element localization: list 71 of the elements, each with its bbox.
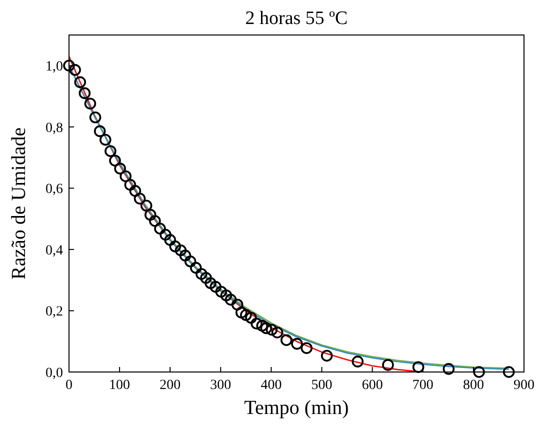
point [104, 145, 116, 158]
point [382, 359, 394, 371]
point [210, 280, 222, 293]
point [224, 294, 237, 306]
point [160, 228, 172, 241]
point [120, 170, 132, 182]
point [240, 309, 252, 321]
point [502, 366, 515, 378]
point [89, 112, 102, 124]
point [300, 342, 313, 354]
point [266, 324, 278, 336]
point [250, 318, 262, 330]
x-tick-label: 500 [311, 378, 332, 393]
point [190, 262, 202, 274]
x-tick-label: 600 [362, 378, 383, 393]
point [169, 240, 182, 252]
point [74, 76, 86, 88]
point [84, 98, 96, 110]
x-tick-label: 300 [210, 378, 232, 393]
point [473, 366, 485, 378]
point [352, 356, 364, 368]
point [204, 277, 216, 290]
point [124, 178, 136, 191]
y-tick-label: 0,2 [46, 304, 63, 320]
point [245, 312, 257, 324]
point [94, 125, 106, 138]
point [154, 222, 166, 235]
point [174, 244, 187, 256]
point [320, 350, 333, 362]
y-axis-title: Razão de Umidade [8, 127, 30, 280]
point [78, 87, 91, 100]
y-tick-label: 1,0 [46, 60, 63, 75]
y-tick-label: 0,8 [46, 120, 63, 136]
x-tick-label: 100 [109, 378, 130, 393]
point [63, 60, 75, 72]
point [196, 268, 208, 280]
chart-title: 2 horas 55 ºC [245, 8, 348, 29]
y-tick-label: 0,4 [46, 243, 63, 258]
point [179, 250, 192, 262]
y-tick-label: 0,0 [46, 366, 63, 381]
x-tick-label: 900 [514, 378, 534, 393]
point [144, 208, 156, 221]
point [215, 286, 228, 298]
point [109, 154, 121, 167]
x-tick-label: 700 [412, 378, 434, 393]
point [271, 326, 284, 338]
point [140, 200, 152, 212]
point [235, 306, 248, 318]
point [231, 298, 244, 310]
point [149, 215, 161, 227]
point [256, 320, 268, 332]
point [200, 272, 212, 284]
point [442, 363, 455, 375]
x-tick-label: 400 [260, 378, 282, 393]
x-tick-label: 800 [462, 378, 484, 393]
point [280, 334, 292, 346]
y-tick-label: 0,6 [46, 182, 63, 198]
x-tick-label: 0 [66, 378, 72, 393]
point [220, 290, 232, 302]
point [69, 64, 81, 76]
point [184, 256, 196, 268]
point [291, 338, 303, 350]
point [114, 162, 126, 174]
point [129, 185, 142, 197]
x-tick-label: 200 [160, 378, 181, 393]
x-axis-title: Tempo (min) [244, 397, 349, 419]
point [412, 361, 424, 373]
point [134, 192, 146, 204]
point [164, 234, 176, 246]
point [100, 134, 112, 146]
point [260, 322, 272, 334]
